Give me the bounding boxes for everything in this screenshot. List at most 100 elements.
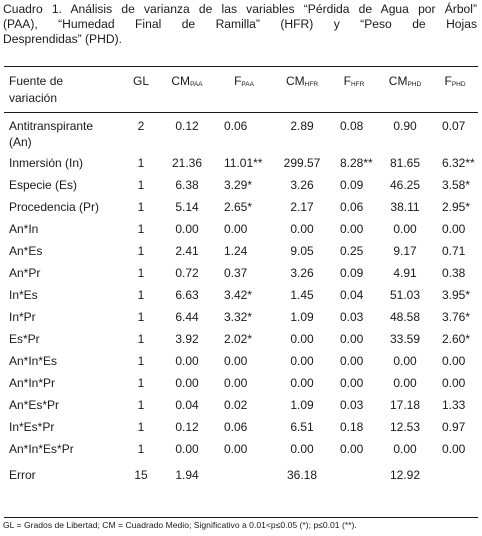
row-gl: 1: [137, 442, 145, 456]
header-paa-sub: PAA: [190, 81, 203, 88]
row-cm-paa: 3.92: [175, 332, 199, 346]
row-f-hfr: 0.00: [340, 222, 364, 236]
row-f-paa: 0.02: [224, 398, 248, 412]
table-row: Procedencia (Pr) 1 5.14 2.65* 2.17 0.06 38.11 2…: [4, 196, 478, 218]
row-source: An*In*Pr: [9, 376, 56, 390]
row-gl: 2: [137, 119, 145, 133]
row-cm-phd: 38.11: [390, 200, 420, 214]
header-f-label: F: [444, 74, 452, 88]
row-f-paa: [214, 460, 274, 490]
row-gl: 1: [137, 222, 145, 236]
header-cm-label: CM: [171, 74, 191, 88]
row-cm-paa: 6.38: [175, 178, 199, 192]
row-f-paa: 3.29*: [224, 178, 253, 192]
row-cm-phd: 0.00: [393, 376, 417, 390]
row-f-phd: 6.32**: [442, 156, 475, 170]
header-cm-paa: CMPAA: [160, 67, 214, 112]
row-f-phd: 0.38: [442, 266, 466, 280]
row-cm-hfr: 9.05: [290, 244, 314, 258]
row-cm-hfr: 3.26: [290, 178, 314, 192]
row-source: Procedencia (Pr): [9, 200, 100, 214]
row-gl: 1: [137, 244, 145, 258]
row-f-hfr: 0.04: [340, 288, 364, 302]
row-f-hfr: 0.00: [340, 332, 364, 346]
table-row: Especie (Es) 1 6.38 3.29* 3.26 0.09 46.25 3.58*: [4, 174, 478, 196]
row-gl: 1: [137, 310, 145, 324]
table-row: Inmersión (In) 1 21.36 11.01** 299.57 8.28** 8…: [4, 152, 478, 174]
row-cm-paa: 1.94: [175, 468, 199, 482]
row-f-paa: 3.32*: [224, 310, 253, 324]
header-cm-label: CM: [285, 74, 305, 88]
row-source: Error: [9, 468, 36, 482]
table-row: In*Pr 1 6.44 3.32* 1.09 0.03 48.58 3.76*: [4, 306, 478, 328]
caption-line-1: Cuadro 1. Análisis de varianza de las va…: [3, 2, 477, 17]
row-cm-hfr: 3.26: [290, 266, 314, 280]
row-source: Es*Pr: [9, 332, 40, 346]
row-cm-paa: 0.72: [175, 266, 199, 280]
row-cm-paa: 0.00: [175, 222, 199, 236]
row-f-phd: [432, 460, 478, 490]
row-f-hfr: 8.28**: [340, 156, 373, 170]
row-f-phd: 3.58*: [442, 178, 471, 192]
header-paa-sub: PAA: [241, 81, 254, 88]
row-source: An*Pr: [9, 266, 41, 280]
row-cm-paa: 6.63: [175, 288, 199, 302]
row-f-phd: 2.60*: [442, 332, 471, 346]
row-cm-hfr: 0.00: [290, 222, 314, 236]
row-gl: 1: [137, 266, 145, 280]
row-gl: 1: [137, 332, 145, 346]
row-source: Especie (Es): [9, 178, 78, 192]
row-cm-hfr: 2.89: [290, 119, 314, 133]
row-cm-paa: 5.14: [175, 200, 199, 214]
header-f-phd: FPHD: [432, 67, 478, 112]
row-cm-paa: 0.12: [175, 119, 199, 133]
table-caption: Cuadro 1. Análisis de varianza de las va…: [3, 2, 477, 47]
row-source: An*In: [9, 222, 39, 236]
row-source: An*Es: [9, 244, 43, 258]
row-cm-paa: 0.00: [175, 354, 199, 368]
row-f-hfr: 0.03: [340, 310, 364, 324]
row-f-hfr: 0.00: [340, 354, 364, 368]
row-cm-hfr: 1.09: [290, 310, 314, 324]
row-cm-paa: 0.04: [175, 398, 199, 412]
header-cm-phd: CMPHD: [378, 67, 432, 112]
header-f-hfr: FHFR: [330, 67, 378, 112]
bottom-rule: [4, 517, 478, 518]
row-f-paa: 11.01**: [224, 156, 263, 170]
row-f-hfr: 0.09: [340, 178, 364, 192]
row-f-paa: 0.37: [224, 266, 248, 280]
row-cm-phd: 9.17: [393, 244, 417, 258]
row-cm-phd: 0.90: [393, 119, 417, 133]
caption-line-3: Desprendidas” (PHD).: [3, 32, 122, 46]
row-f-hfr: 0.25: [340, 244, 364, 258]
row-source: Inmersión (In): [9, 156, 84, 170]
row-source-line1: Antitranspirante: [9, 119, 94, 133]
row-f-paa: 0.00: [224, 376, 248, 390]
row-f-paa: 0.00: [224, 354, 248, 368]
top-rule: [4, 66, 478, 67]
header-f-paa: FPAA: [214, 67, 274, 112]
row-f-paa: 2.65*: [224, 200, 253, 214]
table-row: In*Es 1 6.63 3.42* 1.45 0.04 51.03 3.95*: [4, 284, 478, 306]
table-row: An*In*Es 1 0.00 0.00 0.00 0.00 0.00 0.00: [4, 350, 478, 372]
row-f-paa: 3.42*: [224, 288, 253, 302]
row-cm-phd: 0.00: [393, 442, 417, 456]
row-cm-phd: 81.65: [389, 156, 421, 170]
caption-line-2: (PAA), “Humedad Final de Ramilla” (HFR) …: [3, 17, 477, 31]
header-cm-label: CM: [388, 74, 408, 88]
caption-label: Cuadro 1.: [3, 2, 62, 16]
row-f-paa: 0.00: [224, 442, 248, 456]
row-f-paa: 0.06: [224, 119, 248, 133]
table-row: Error 15 1.94 36.18 12.92: [4, 460, 478, 490]
header-hfr-sub: HFR: [350, 81, 365, 88]
row-f-hfr: 0.03: [340, 398, 364, 412]
row-cm-hfr: 0.00: [290, 376, 314, 390]
row-cm-hfr: 2.17: [290, 200, 314, 214]
row-f-paa: 1.24: [224, 244, 248, 258]
row-cm-phd: 17.18: [389, 398, 421, 412]
row-f-phd: 0.07: [442, 119, 466, 133]
row-cm-hfr: 0.00: [290, 442, 314, 456]
row-f-hfr: 0.09: [340, 266, 364, 280]
table-row: An*Es 1 2.41 1.24 9.05 0.25 9.17 0.71: [4, 240, 478, 262]
table-row: Es*Pr 1 3.92 2.02* 0.00 0.00 33.59 2.60*: [4, 328, 478, 350]
